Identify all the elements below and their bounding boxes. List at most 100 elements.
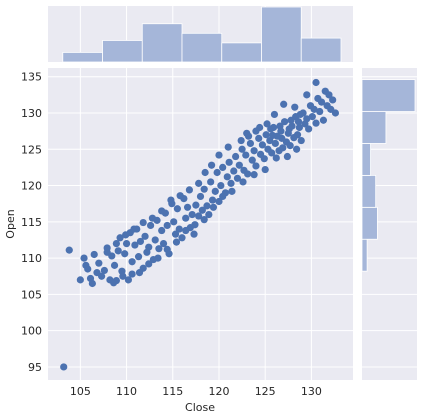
data-point	[219, 163, 227, 172]
data-point	[100, 266, 108, 275]
data-point	[195, 179, 203, 187]
data-point	[219, 192, 227, 201]
scatter-panel	[48, 68, 353, 380]
right-hist-bar	[361, 174, 377, 208]
data-point	[203, 202, 211, 210]
data-point	[209, 203, 218, 211]
data-point	[116, 234, 124, 242]
data-point	[215, 197, 223, 206]
data-point	[317, 98, 326, 106]
data-point	[239, 178, 247, 186]
data-point	[192, 201, 200, 209]
data-point	[242, 151, 250, 159]
data-point	[280, 100, 288, 108]
data-point	[329, 96, 337, 104]
top-hist-bar	[62, 52, 103, 63]
data-point	[122, 231, 130, 239]
data-point	[312, 119, 320, 127]
data-point	[198, 206, 206, 214]
right-hist-bar	[361, 111, 387, 144]
data-point	[325, 91, 333, 99]
data-point	[248, 156, 256, 164]
y-tick-label: 105	[21, 288, 42, 301]
data-point	[262, 131, 270, 139]
data-point	[114, 247, 122, 255]
data-point	[195, 212, 203, 220]
data-point	[124, 276, 133, 284]
data-point	[200, 185, 208, 193]
data-point	[296, 110, 304, 119]
data-point	[128, 258, 136, 266]
data-point	[271, 139, 279, 148]
data-point	[95, 259, 103, 267]
data-point	[190, 230, 198, 238]
data-point	[261, 165, 269, 174]
data-point	[145, 243, 153, 251]
data-point	[60, 363, 68, 371]
y-axis-label: Open	[4, 209, 17, 238]
data-point	[270, 110, 279, 119]
data-point	[173, 205, 181, 213]
data-point	[158, 226, 166, 235]
scatter-grid	[48, 68, 353, 380]
data-point	[163, 221, 171, 230]
data-point	[286, 142, 294, 150]
x-tick-label: 105	[70, 385, 91, 398]
y-tick-label: 120	[21, 180, 42, 193]
data-point	[176, 192, 184, 200]
top-hist-bar	[300, 37, 342, 63]
data-point	[183, 203, 192, 211]
right-hist-bars	[361, 79, 416, 272]
right-hist-bar	[361, 238, 368, 272]
data-point	[119, 272, 127, 280]
data-point	[256, 123, 264, 132]
top-hist-bar	[141, 23, 183, 63]
data-point	[207, 161, 216, 169]
y-tick-label: 125	[21, 143, 42, 156]
x-tick-label: 110	[116, 385, 137, 398]
data-point	[276, 122, 284, 130]
data-point	[294, 118, 303, 126]
data-point	[308, 113, 316, 121]
data-point	[65, 246, 73, 254]
data-point	[263, 120, 271, 128]
top-hist-bars	[62, 6, 342, 63]
data-point	[82, 261, 90, 269]
data-point	[303, 115, 311, 123]
y-tick-label: 115	[21, 216, 42, 229]
data-point	[267, 125, 275, 133]
x-tick-label: 120	[208, 385, 229, 398]
data-point	[175, 225, 183, 233]
data-point	[151, 236, 159, 244]
data-point	[171, 230, 180, 238]
top-hist-bar	[261, 6, 302, 63]
data-point	[237, 136, 245, 145]
data-point	[283, 152, 291, 161]
data-point	[139, 218, 147, 227]
data-point	[213, 168, 221, 177]
data-point	[208, 196, 217, 204]
data-point	[88, 279, 96, 288]
data-point	[211, 187, 219, 195]
data-point	[225, 158, 233, 166]
data-point	[98, 272, 106, 280]
data-point	[131, 241, 139, 249]
y-tick-labels: 95 100 105 110 115 120 125 130 135	[21, 71, 42, 374]
data-point	[80, 254, 88, 262]
data-point	[316, 107, 324, 116]
data-point	[103, 248, 111, 256]
data-point	[135, 269, 144, 277]
data-point	[232, 152, 240, 161]
data-point	[141, 232, 149, 240]
data-point	[90, 250, 98, 259]
data-point	[130, 225, 138, 233]
data-point	[260, 155, 268, 163]
data-point	[279, 144, 287, 152]
data-point	[293, 145, 301, 153]
data-point	[134, 253, 143, 261]
data-point	[128, 270, 136, 278]
data-point	[223, 173, 231, 181]
data-point	[188, 210, 196, 219]
data-point	[293, 131, 302, 139]
